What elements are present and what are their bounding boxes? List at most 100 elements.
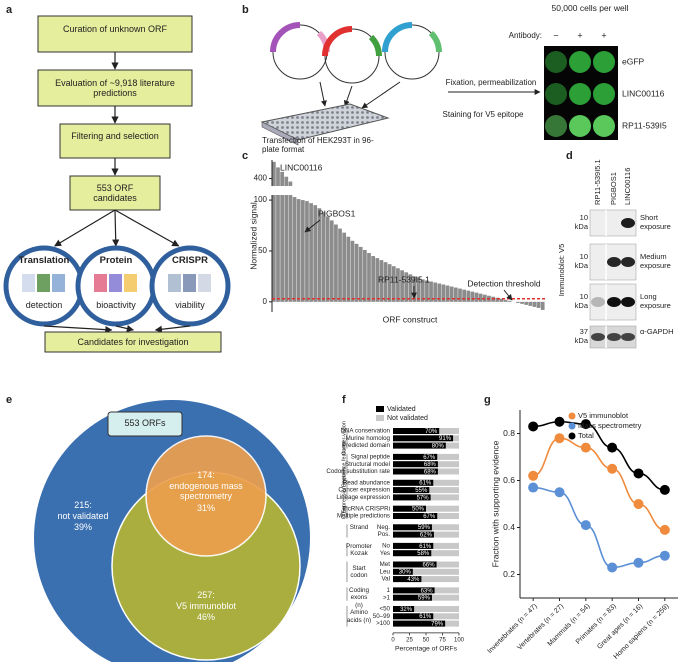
- bar: [284, 195, 289, 302]
- venn-percent: 39%: [73, 522, 92, 532]
- data-point: [554, 433, 565, 444]
- bar: [280, 195, 284, 302]
- kda-marker: 10 kDa: [574, 252, 588, 270]
- workflow-box: [37, 69, 193, 107]
- plate-caption: Transfection of HEK293T in 96-plate form…: [262, 136, 374, 155]
- bar: [393, 550, 432, 557]
- arrow: [115, 325, 135, 333]
- plasmid-insert: [368, 34, 382, 57]
- data-point: [607, 562, 618, 573]
- bar: [393, 542, 434, 549]
- workflow-step: Filtering and selection: [71, 131, 159, 141]
- bar: [296, 199, 301, 302]
- group-label: Other: [341, 505, 347, 519]
- y-tick-label: 100: [254, 195, 268, 204]
- bar: [441, 284, 446, 302]
- venn-count: 215:: [74, 500, 92, 510]
- assay-graphic: [124, 274, 137, 292]
- bar: [379, 260, 384, 302]
- well: [593, 83, 615, 105]
- assay-graphic: [52, 274, 65, 292]
- panel-label: g: [484, 394, 491, 406]
- x-axis-label: Percentage of ORFs: [395, 646, 458, 653]
- panel-label: a: [6, 4, 13, 16]
- bar: [420, 279, 425, 302]
- group-label: Strand: [349, 523, 369, 531]
- bar: [350, 240, 355, 302]
- category-label: Neg.: [377, 524, 390, 531]
- series-line: [533, 420, 665, 491]
- plasmid-insert: [382, 22, 413, 53]
- workflow-step: Curation of unknown ORF: [62, 24, 168, 34]
- value-label: 80%: [432, 443, 445, 449]
- bar-background: [393, 606, 459, 612]
- lane-label: RP11-539I5.1: [593, 159, 602, 205]
- assay-graphic: [183, 274, 196, 292]
- value-label: 61%: [419, 614, 432, 620]
- bar: [276, 195, 280, 302]
- category-label: Signal peptide: [351, 454, 391, 461]
- x-tick-label: Great apes (n = 16): [596, 603, 644, 651]
- legend-label: V5 immunoblot: [578, 411, 629, 420]
- bar: [354, 243, 359, 302]
- category-label: 1: [387, 587, 391, 594]
- well: [593, 51, 615, 73]
- well: [569, 83, 591, 105]
- data-point: [659, 550, 670, 561]
- value-label: 68%: [424, 469, 437, 475]
- bar-upper: [280, 171, 284, 186]
- plate-side: [261, 121, 299, 146]
- legend-swatch: [376, 406, 384, 412]
- data-point: [528, 482, 539, 493]
- value-label: 50%: [412, 507, 425, 513]
- group-label: Start codon: [350, 564, 368, 580]
- panel-label: f: [342, 394, 346, 406]
- bar: [393, 620, 446, 627]
- value-label: 67%: [423, 514, 436, 520]
- well-label: eGFP: [622, 56, 645, 66]
- bar: [363, 249, 367, 302]
- group-label: Sequence features: [341, 441, 347, 487]
- data-point: [633, 557, 644, 568]
- antibody-label: Antibody:: [509, 31, 542, 40]
- value-label: 66%: [423, 562, 436, 568]
- antibody-sign: +: [577, 30, 582, 40]
- y-tick-label: 400: [254, 174, 268, 183]
- category-label: Read abundance: [343, 479, 391, 486]
- assay-graphic: [22, 274, 35, 292]
- category-label: Yes: [380, 550, 390, 557]
- plasmid-insert: [322, 26, 353, 57]
- y-tick-label: 0.8: [503, 428, 515, 438]
- bar: [393, 594, 432, 601]
- legend-swatch: [568, 422, 576, 430]
- lane-label: PIGBOS1: [609, 172, 618, 205]
- panel-label: c: [242, 150, 248, 162]
- group-label: Amino acids (n): [346, 609, 372, 624]
- bar: [445, 285, 450, 302]
- venn-count: 174:: [197, 470, 215, 480]
- bar: [338, 228, 342, 302]
- plasmid-insert: [428, 30, 442, 53]
- bar: [404, 272, 409, 302]
- bar: [393, 505, 426, 512]
- y-tick-label: 0.4: [503, 522, 515, 532]
- workflow-box: [44, 331, 222, 353]
- legend-swatch: [376, 415, 384, 421]
- step-fixation: Fixation, permeabilization: [445, 78, 537, 87]
- workflow-outcome: Candidates for investigation: [77, 337, 189, 347]
- bar: [462, 289, 466, 302]
- bar: [393, 461, 438, 468]
- category-label: Cancer expression: [338, 487, 390, 494]
- bar: [393, 435, 454, 442]
- annotation: LINC00116: [280, 162, 323, 172]
- lower-plot: [272, 195, 545, 310]
- antibody-sign: +: [601, 30, 606, 40]
- arrow: [343, 85, 353, 107]
- arrow: [54, 209, 116, 247]
- category-label: Leu: [380, 568, 391, 575]
- exposure-label: α-GAPDH: [640, 327, 674, 336]
- exposure-label: Short exposure: [640, 213, 671, 231]
- category-label: 50–99: [373, 613, 391, 620]
- value-label: 61%: [419, 481, 432, 487]
- category-label: No: [382, 543, 390, 550]
